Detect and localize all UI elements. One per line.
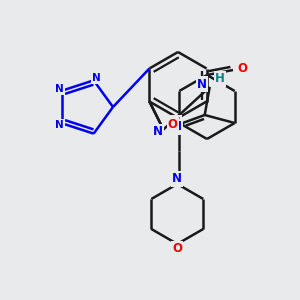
- Text: O: O: [172, 242, 182, 256]
- Text: O: O: [168, 118, 178, 131]
- Text: H: H: [215, 73, 225, 85]
- Text: N: N: [55, 121, 64, 130]
- Text: H: H: [170, 116, 180, 129]
- Text: N: N: [152, 125, 162, 138]
- Text: N: N: [172, 121, 182, 134]
- Text: N: N: [172, 172, 182, 185]
- Text: N: N: [55, 83, 64, 94]
- Text: N: N: [197, 77, 207, 91]
- Text: N: N: [92, 74, 101, 83]
- Text: O: O: [237, 61, 247, 74]
